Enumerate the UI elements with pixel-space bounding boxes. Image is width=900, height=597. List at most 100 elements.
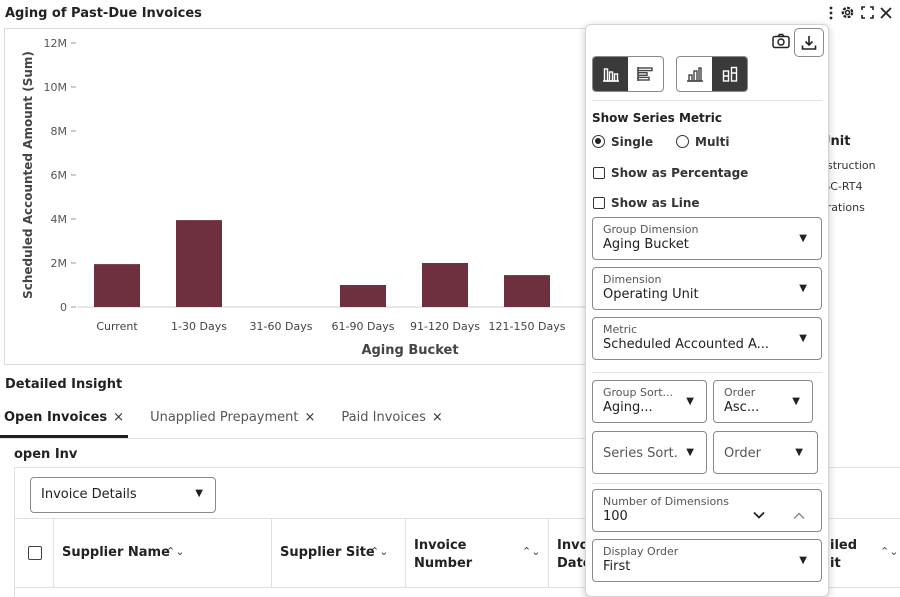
radio-single[interactable]: Single bbox=[592, 131, 653, 150]
legend-item[interactable]: ISC-RT4 bbox=[820, 180, 863, 193]
kebab-menu-icon[interactable] bbox=[828, 6, 834, 24]
show-percentage-checkbox[interactable] bbox=[593, 166, 605, 179]
sort-icon[interactable]: ⌃⌄ bbox=[166, 545, 185, 558]
column-label: Supplier Name bbox=[62, 545, 170, 560]
tabs-divider bbox=[0, 438, 585, 439]
field-value: 100 bbox=[603, 509, 628, 524]
bar-61-90-days bbox=[340, 285, 386, 307]
show-line-label: Show as Line bbox=[611, 195, 700, 210]
panel-divider bbox=[592, 372, 822, 373]
column-detailed-amount[interactable]: iled it ⌃⌄ bbox=[814, 519, 900, 587]
insight-title: Detailed Insight bbox=[5, 377, 123, 392]
expand-icon[interactable] bbox=[861, 6, 874, 23]
grouping-toggle bbox=[676, 56, 748, 92]
number-of-dimensions-stepper[interactable]: Number of Dimensions 100 bbox=[592, 489, 822, 532]
increment-icon[interactable] bbox=[793, 505, 805, 524]
column-invoice-date[interactable]: Invo Date bbox=[549, 519, 589, 587]
column-supplier-site[interactable]: Supplier Site ⌃⌄ bbox=[272, 519, 406, 587]
y-axis-title: Scheduled Accounted Amount (Sum) bbox=[21, 51, 35, 299]
bar-121-150-days bbox=[504, 275, 550, 307]
group-dimension-select[interactable]: Group Dimension Aging Bucket ▼ bbox=[592, 217, 822, 260]
field-label: Group Dimension bbox=[603, 223, 699, 236]
chart-settings-panel: Show Series Metric Single Multi Show as … bbox=[585, 24, 829, 597]
legend-item[interactable]: erations bbox=[820, 201, 865, 214]
panel-divider bbox=[592, 100, 822, 101]
sort-icon[interactable]: ⌃⌄ bbox=[880, 545, 899, 558]
field-value: Aging Bucket bbox=[603, 237, 689, 252]
tab-label: Paid Invoices bbox=[341, 410, 426, 425]
x-tick-label: 1-30 Days bbox=[171, 320, 227, 333]
close-icon[interactable]: × bbox=[431, 410, 443, 425]
field-label: Number of Dimensions bbox=[603, 495, 729, 508]
field-label: Dimension bbox=[603, 273, 662, 286]
show-line-option[interactable]: Show as Line bbox=[593, 192, 700, 211]
column-supplier-name[interactable]: Supplier Name ⌃⌄ bbox=[54, 519, 272, 587]
column-label: Invoice Number bbox=[414, 538, 473, 571]
metric-select[interactable]: Metric Scheduled Accounted A... ▼ bbox=[592, 317, 822, 360]
stacked-bars-button[interactable] bbox=[712, 57, 747, 91]
radio-multi[interactable]: Multi bbox=[676, 131, 729, 150]
radio-single-control[interactable] bbox=[592, 135, 605, 148]
chart-legend: Unit nstruction ISC-RT4 erations bbox=[820, 134, 876, 222]
field-value: Scheduled Accounted A... bbox=[603, 337, 770, 352]
column-invoice-number[interactable]: Invoice Number ⌃⌄ bbox=[406, 519, 549, 587]
view-select-value: Invoice Details bbox=[41, 487, 137, 502]
table-header: Supplier Name ⌃⌄ Supplier Site ⌃⌄ Invoic… bbox=[14, 518, 900, 588]
dimension-select[interactable]: Dimension Operating Unit ▼ bbox=[592, 267, 822, 310]
chevron-down-icon: ▼ bbox=[792, 396, 800, 407]
y-tick-label: 8M bbox=[51, 125, 68, 138]
horizontal-bars-button[interactable] bbox=[628, 57, 663, 91]
x-axis-title: Aging Bucket bbox=[361, 343, 458, 358]
group-sort-select[interactable]: Group Sort... Aging... ▼ bbox=[592, 380, 707, 423]
bar-current bbox=[94, 264, 140, 307]
decrement-icon[interactable] bbox=[753, 504, 765, 523]
tab-paid-invoices[interactable]: Paid Invoices × bbox=[337, 404, 446, 438]
close-icon[interactable]: × bbox=[304, 410, 316, 425]
insight-tabs: Open Invoices × Unapplied Prepayment × Pai… bbox=[0, 404, 585, 438]
orientation-toggle bbox=[592, 56, 664, 92]
header-toolbar bbox=[828, 5, 892, 24]
sort-icon[interactable]: ⌃⌄ bbox=[522, 545, 541, 558]
field-label: Group Sort... bbox=[603, 386, 674, 399]
show-line-checkbox[interactable] bbox=[593, 196, 605, 209]
page-title: Aging of Past-Due Invoices bbox=[5, 6, 202, 21]
series-sort-select[interactable]: Series Sort. ▼ bbox=[592, 431, 707, 474]
column-label: Invo Date bbox=[557, 538, 589, 571]
radio-multi-control[interactable] bbox=[676, 135, 689, 148]
display-order-select[interactable]: Display Order First ▼ bbox=[592, 539, 822, 582]
field-value: First bbox=[603, 559, 631, 574]
grouped-bars-button[interactable] bbox=[677, 57, 712, 91]
series-metric-heading: Show Series Metric bbox=[592, 111, 722, 125]
bar-1-30-days bbox=[176, 220, 222, 307]
tab-open-invoices[interactable]: Open Invoices × bbox=[0, 404, 129, 438]
tab-unapplied-prepayment[interactable]: Unapplied Prepayment × bbox=[146, 404, 319, 438]
legend-item[interactable]: nstruction bbox=[820, 159, 876, 172]
vertical-bars-button[interactable] bbox=[593, 57, 628, 91]
select-all-checkbox[interactable] bbox=[28, 546, 42, 560]
bar-91-120-days bbox=[422, 263, 468, 307]
gear-icon[interactable] bbox=[840, 5, 855, 24]
field-value: Aging... bbox=[603, 400, 653, 415]
tab-label: Open Invoices bbox=[4, 410, 108, 425]
chevron-down-icon: ▼ bbox=[799, 333, 807, 344]
close-icon[interactable]: × bbox=[113, 410, 125, 425]
download-icon[interactable] bbox=[794, 28, 824, 57]
chart-area: 0 2M 4M 6M 8M 10M 12M Current 1-30 Days 31-60 Day… bbox=[4, 28, 589, 365]
view-select[interactable]: Invoice Details ▼ bbox=[30, 477, 216, 513]
y-tick-label: 6M bbox=[51, 169, 68, 182]
sort-icon[interactable]: ⌃⌄ bbox=[370, 545, 389, 558]
x-tick-label: 31-60 Days bbox=[250, 320, 313, 333]
table-region bbox=[14, 467, 900, 597]
series-order-select[interactable]: Order ▼ bbox=[713, 431, 818, 474]
tab-label: Unapplied Prepayment bbox=[150, 410, 299, 425]
section-label: open Inv bbox=[14, 447, 78, 462]
order-select[interactable]: Order Asc... ▼ bbox=[713, 380, 813, 423]
column-label: Supplier Site bbox=[280, 545, 375, 560]
y-tick-label: 10M bbox=[44, 81, 68, 94]
chevron-down-icon: ▼ bbox=[686, 396, 694, 407]
y-tick-label: 4M bbox=[51, 213, 68, 226]
close-icon[interactable] bbox=[880, 6, 892, 23]
show-percentage-option[interactable]: Show as Percentage bbox=[593, 162, 748, 181]
camera-icon[interactable] bbox=[772, 33, 790, 53]
field-placeholder: Series Sort. bbox=[603, 446, 678, 461]
